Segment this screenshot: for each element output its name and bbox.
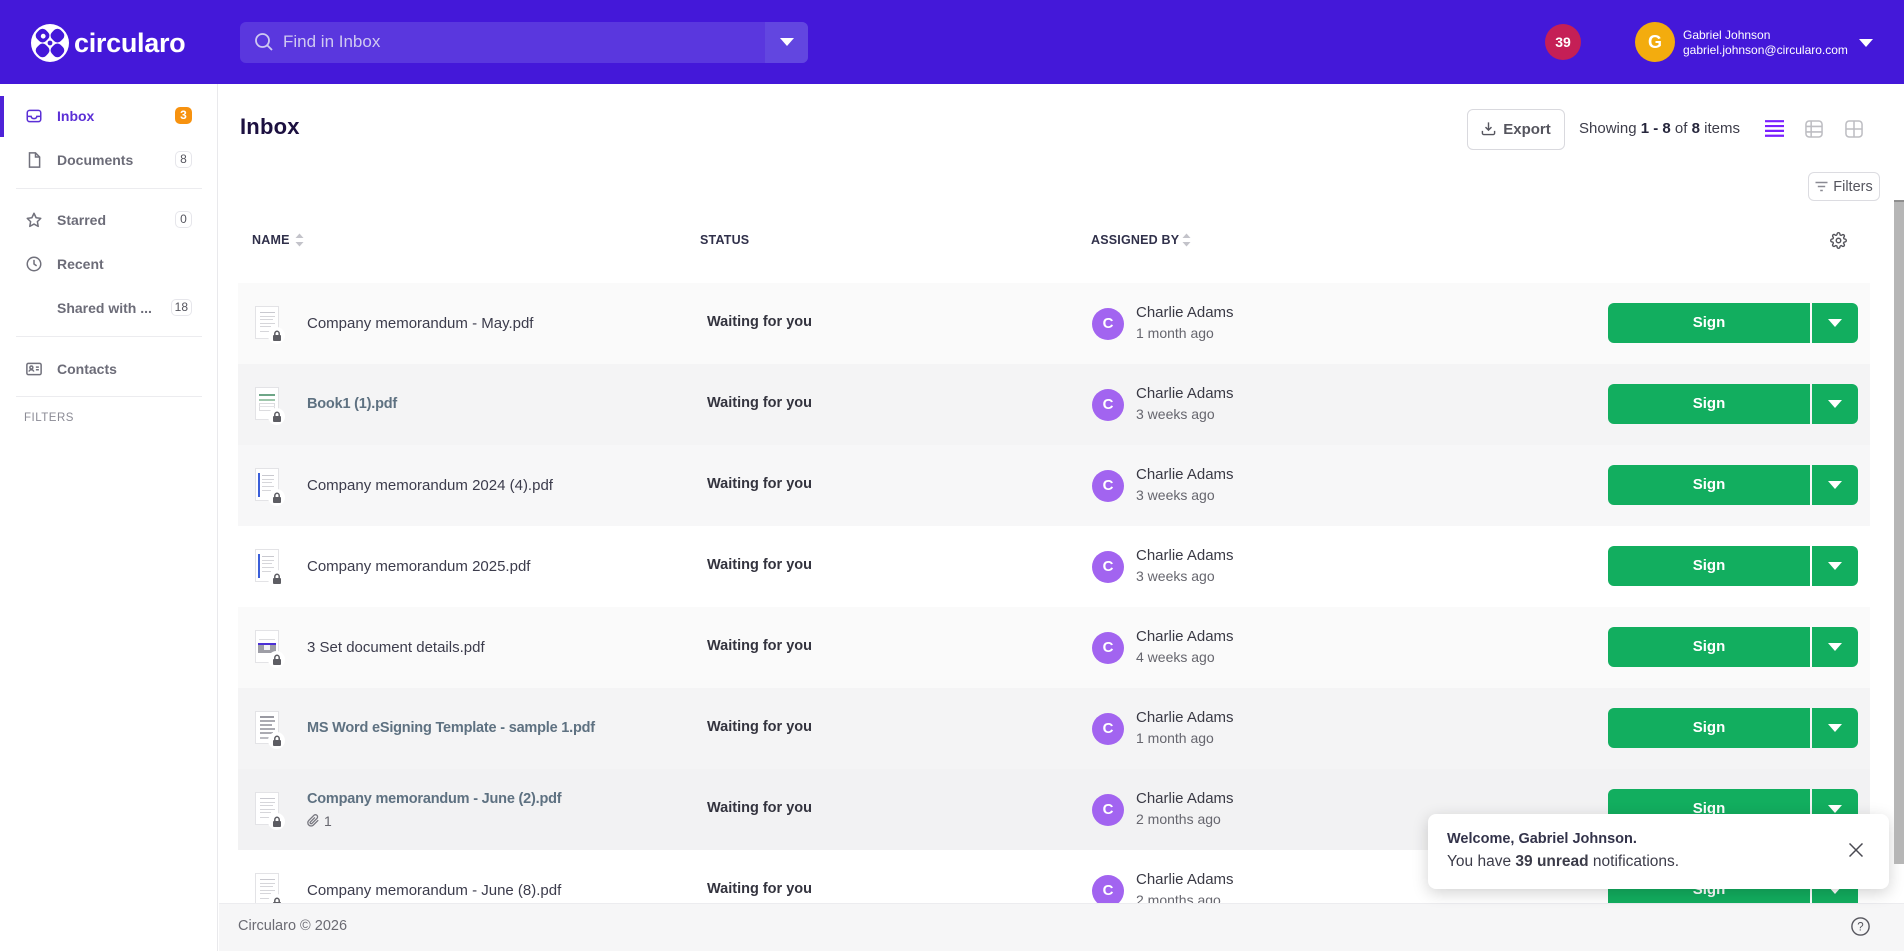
svg-text:?: ? bbox=[1857, 922, 1863, 934]
